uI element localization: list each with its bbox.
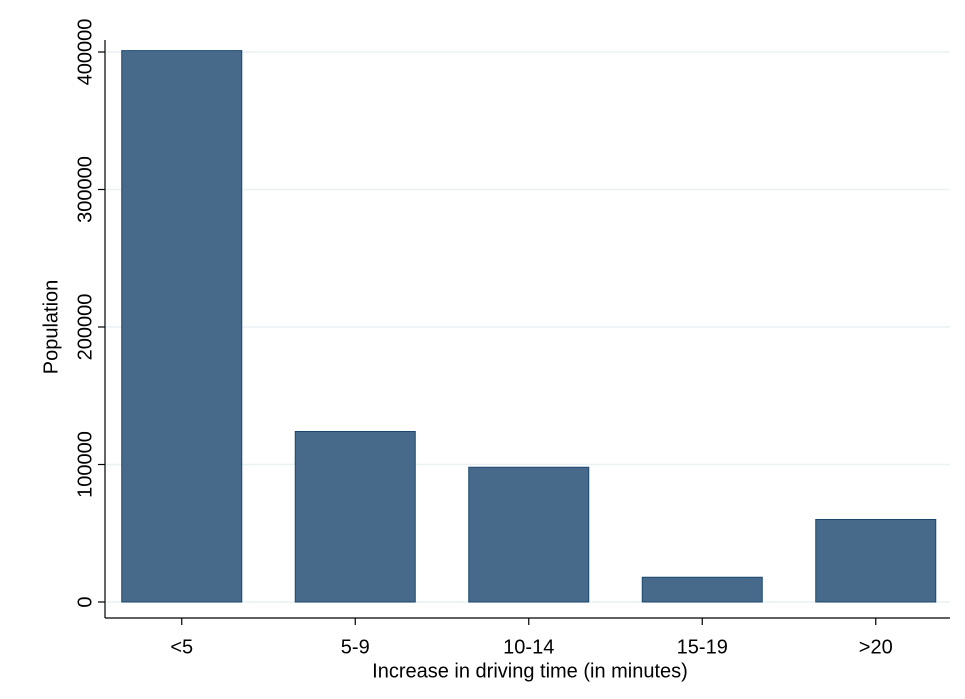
y-tick-label: 400000 xyxy=(74,19,96,86)
y-tick-label: 200000 xyxy=(74,294,96,361)
x-tick-label: <5 xyxy=(170,636,193,658)
y-tick-label: 300000 xyxy=(74,156,96,223)
bar xyxy=(815,519,937,603)
y-axis-label: Population xyxy=(40,280,62,375)
y-tick-label: 0 xyxy=(74,596,96,607)
x-tick-label: 5-9 xyxy=(341,636,370,658)
bar xyxy=(468,466,590,603)
bar xyxy=(641,576,763,603)
bar xyxy=(121,50,243,603)
bar xyxy=(294,431,416,603)
y-tick-label: 100000 xyxy=(74,431,96,498)
x-tick-label: >20 xyxy=(859,636,893,658)
x-tick-label: 15-19 xyxy=(677,636,728,658)
x-tick-label: 10-14 xyxy=(503,636,554,658)
x-axis-label: Increase in driving time (in minutes) xyxy=(372,660,688,682)
